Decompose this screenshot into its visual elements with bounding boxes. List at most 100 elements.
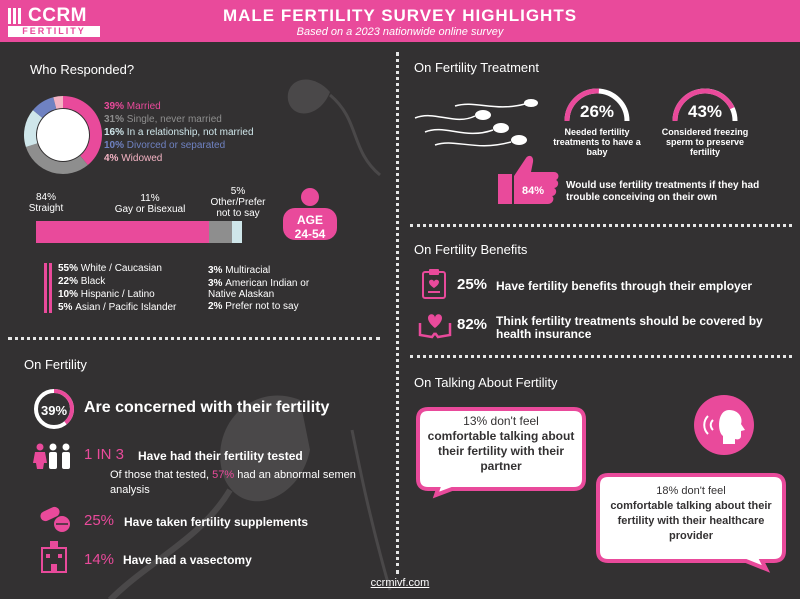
- ethnicity-label: Asian / Pacific Islander: [75, 302, 177, 313]
- legend-item-2: 16% In a relationship, not married: [104, 127, 254, 138]
- ethnicity-item: 22% Black: [58, 276, 105, 287]
- orientation-segment-2: [231, 221, 242, 243]
- left-divider: [8, 337, 380, 340]
- ethnicity-pct: 3%: [208, 278, 226, 289]
- orientation-label-gay: 11% Gay or Bisexual: [114, 193, 186, 215]
- hands-heart-icon: [418, 314, 452, 339]
- employer-label: Have fertility benefits through their em…: [496, 279, 753, 293]
- supplements-label: Have taken fertility supplements: [124, 515, 309, 529]
- concerned-ring-chart: [34, 389, 74, 429]
- provider-text: 18% don't feel comfortable talking about…: [610, 485, 772, 542]
- donut-slice-2: [24, 110, 43, 148]
- thumbs-up-icon: [498, 155, 559, 204]
- freezing-label: Considered freezing sperm to preserve fe…: [661, 127, 749, 157]
- donut-slice-0: [62, 96, 102, 166]
- treatment-section-title: On Fertility Treatment: [414, 60, 539, 75]
- age-label: AGE: [296, 213, 323, 227]
- needed-arc-chart: [564, 88, 630, 122]
- speech-bubble-provider: [596, 473, 786, 573]
- orientation-segment-1: [209, 221, 232, 243]
- vasectomy-pct: 14%: [84, 551, 115, 568]
- needed-pct: 26%: [579, 102, 615, 121]
- hospital-icon: [41, 541, 67, 573]
- orientation-label-straight: 84% Straight: [28, 192, 64, 214]
- marital-donut-chart: [24, 96, 102, 174]
- right-divider-1: [410, 224, 792, 227]
- ethnicity-pct: 55%: [58, 263, 81, 274]
- ethnicity-label: American Indian or Native Alaskan: [208, 278, 310, 300]
- legend-label: Single, never married: [126, 114, 222, 125]
- page-title: MALE FERTILITY SURVEY HIGHLIGHTS: [222, 6, 578, 25]
- insurance-pct: 82%: [457, 316, 488, 333]
- legend-item-0: 39% Married: [104, 101, 161, 112]
- benefits-section-title: On Fertility Benefits: [414, 242, 528, 257]
- would-use-pct: 84%: [522, 185, 545, 197]
- legend-label: In a relationship, not married: [126, 127, 254, 138]
- donut-label-count: 1,000: [47, 120, 79, 134]
- legend-label: Divorced or separated: [126, 140, 226, 151]
- legend-pct: 10%: [104, 140, 127, 151]
- fertility-section-title: On Fertility: [24, 357, 87, 372]
- partner-text: 13% don't feel comfortable talking about…: [427, 414, 575, 473]
- ethnicity-item: 2% Prefer not to say: [208, 301, 328, 312]
- ethnicity-pct: 22%: [58, 276, 81, 287]
- abnormal-text: Of those that tested, 57% had an abnorma…: [110, 469, 356, 496]
- donut-label-men: MEN: [49, 134, 77, 148]
- ethnicity-item: 55% White / Caucasian: [58, 263, 162, 274]
- ethnicity-item: 3% Multiracial: [208, 265, 328, 276]
- who-section-title: Who Responded?: [30, 62, 135, 77]
- legend-pct: 16%: [104, 127, 127, 138]
- person-icon: [283, 188, 337, 240]
- page-subtitle: Based on a 2023 nationwide online survey: [296, 26, 504, 38]
- ethnicity-pct: 2%: [208, 301, 226, 312]
- freezing-pct: 43%: [687, 102, 723, 121]
- ethnicity-pct: 3%: [208, 265, 226, 276]
- needed-label: Needed fertility treatments to have a ba…: [553, 127, 641, 157]
- freezing-arc-chart: [672, 88, 738, 122]
- donut-slice-4: [53, 96, 64, 109]
- insurance-label: Think fertility treatments should be cov…: [496, 314, 763, 341]
- concerned-pct: 39%: [40, 403, 68, 418]
- tested-label: Have had their fertility tested: [138, 449, 303, 463]
- logo-bars-icon: [8, 8, 26, 24]
- donut-center: [37, 109, 89, 161]
- logo-text: CCRM: [28, 5, 87, 26]
- donut-slice-1: [25, 143, 88, 174]
- talking-section-title: On Talking About Fertility: [414, 375, 558, 390]
- ethnicity-label: Black: [80, 276, 106, 287]
- vasectomy-label: Have had a vasectomy: [123, 553, 252, 567]
- employer-pct: 25%: [457, 276, 488, 293]
- ethnicity-label: White / Caucasian: [80, 263, 162, 274]
- ethnicity-label: Prefer not to say: [225, 301, 299, 312]
- ethnicity-pct: 10%: [58, 289, 81, 300]
- ethnicity-label: Hispanic / Latino: [80, 289, 155, 300]
- speech-bubble-partner: [416, 407, 586, 499]
- donut-slice-3: [32, 97, 57, 119]
- ethnicity-pct: 5%: [58, 302, 76, 313]
- footer-url[interactable]: ccrmivf.com: [370, 577, 430, 589]
- legend-item-4: 4% Widowed: [104, 153, 162, 164]
- center-divider: [396, 52, 399, 574]
- ethnicity-item: 5% Asian / Pacific Islander: [58, 302, 176, 313]
- legend-pct: 39%: [104, 101, 127, 112]
- legend-pct: 31%: [104, 114, 127, 125]
- speaking-head-icon: [694, 395, 754, 455]
- pills-icon: [40, 506, 70, 532]
- tested-ratio: 1 IN 3: [84, 446, 125, 463]
- gauge-fill: [672, 88, 735, 122]
- legend-item-1: 31% Single, never married: [104, 114, 222, 125]
- ethnicity-item: 10% Hispanic / Latino: [58, 289, 155, 300]
- legend-label: Married: [126, 101, 161, 112]
- ccrm-logo[interactable]: CCRM FERTILITY: [8, 5, 100, 37]
- logo-subtext: FERTILITY: [8, 26, 100, 37]
- right-divider-2: [410, 355, 792, 358]
- family-icon: [33, 443, 70, 469]
- ethnicity-item: 3% American Indian or Native Alaskan: [208, 278, 328, 300]
- legend-label: Widowed: [121, 153, 163, 164]
- header-banner: CCRM FERTILITY MALE FERTILITY SURVEY HIG…: [0, 0, 800, 42]
- clipboard-icon: [422, 269, 446, 299]
- orientation-bar: [36, 221, 242, 243]
- concerned-label: Are concerned with their fertility: [84, 399, 330, 416]
- orientation-label-other: 5% Other/Prefer not to say: [210, 186, 266, 219]
